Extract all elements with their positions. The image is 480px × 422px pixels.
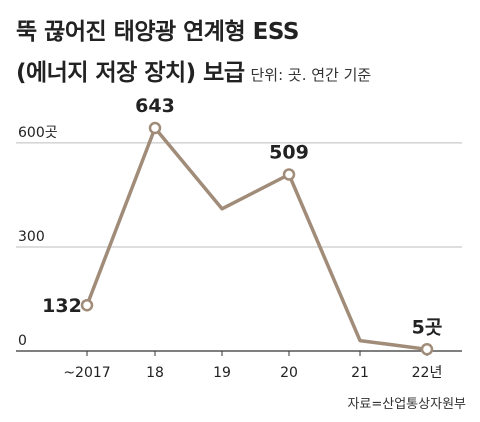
source-label: 자료=산업통상자원부: [347, 397, 466, 412]
data-label-5: 5곳: [412, 316, 443, 338]
data-label-1: 643: [135, 95, 175, 117]
chart-title-line1: 뚝 끊어진 태양광 연계형 ESS: [16, 19, 299, 45]
data-point-1: [148, 121, 162, 135]
chart-title-line2: (에너지 저장 장치) 보급: [16, 60, 245, 86]
data-label-3: 509: [269, 141, 309, 163]
y-tick-label-0: 600곳: [18, 125, 58, 141]
x-tick-label-0: ~2017: [63, 365, 110, 381]
x-tick-label-2: 19: [213, 365, 231, 381]
unit-label: 단위: 곳. 연간 기준: [250, 66, 372, 84]
y-tick-label-1: 300: [18, 229, 45, 245]
chart-title-row2: (에너지 저장 장치) 보급 단위: 곳. 연간 기준: [16, 53, 371, 87]
y-tick-label-2: 0: [18, 333, 27, 349]
x-tick-label-5: 22년: [412, 365, 443, 381]
series-line: [85, 126, 429, 352]
data-label-0: 132: [42, 295, 82, 317]
x-tick-label-4: 21: [351, 365, 369, 381]
x-tick-label-3: 20: [280, 365, 298, 381]
data-point-3: [282, 168, 296, 181]
data-point-5: [420, 343, 434, 356]
x-tick-label-1: 18: [146, 365, 164, 381]
data-point-0: [80, 298, 94, 312]
